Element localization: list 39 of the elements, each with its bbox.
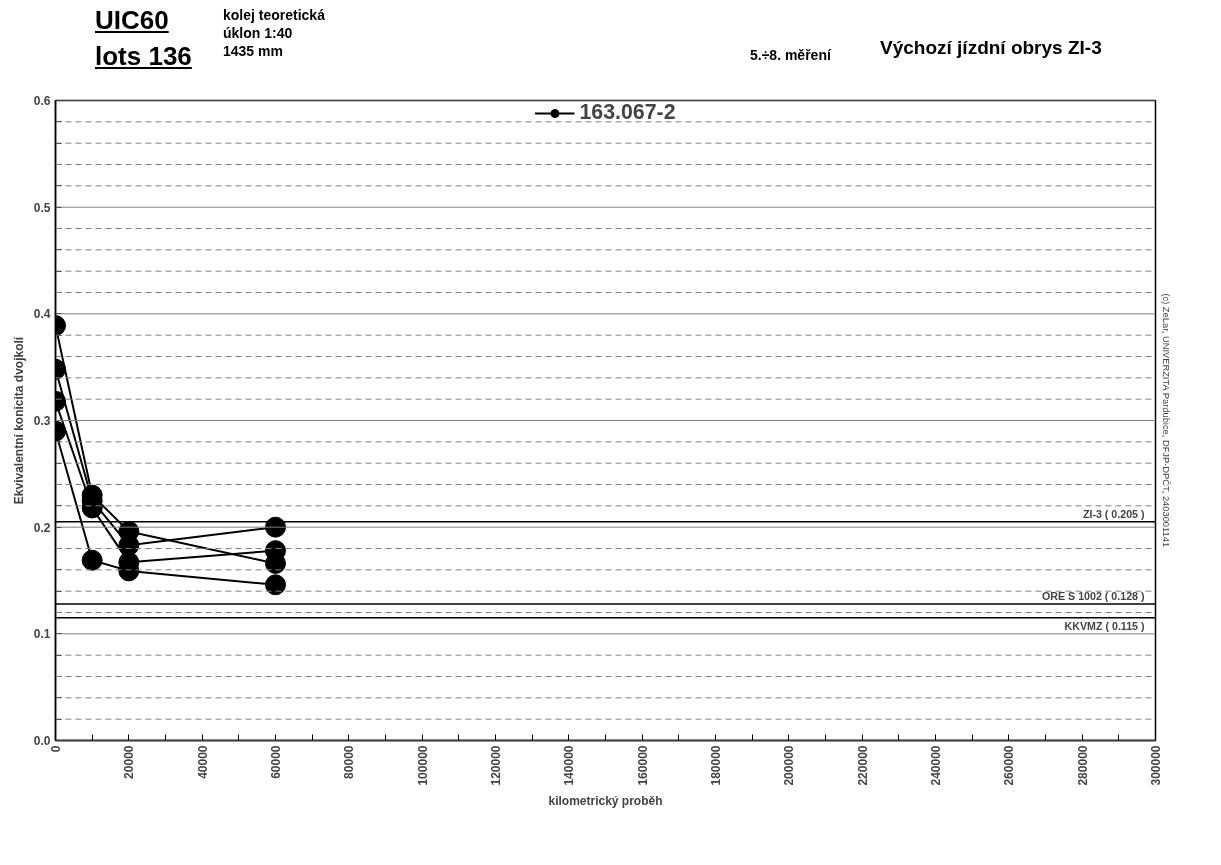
- text: (c) ZeLar, UNIVERZITA Pardubice, DFJP-DPČT, 2403001141: [1160, 293, 1171, 548]
- y-tick-label: 0.0: [33, 734, 51, 748]
- ref-line-label: ZI-3 ( 0.205 ): [1082, 507, 1145, 520]
- x-tick-label: 260000: [1002, 745, 1017, 786]
- x-tick-label: 20000: [122, 745, 137, 779]
- x-tick-label: 240000: [929, 745, 943, 786]
- text: kolej teoretická: [223, 7, 325, 23]
- text: 5.÷8. měření: [750, 47, 831, 63]
- text: úklon 1:40: [223, 25, 293, 41]
- x-tick-label: 80000: [342, 745, 357, 779]
- x-tick-label: 160000: [635, 745, 650, 786]
- x-axis-title: kilometrický proběh: [548, 793, 663, 808]
- text: lots 136: [95, 41, 192, 72]
- y-tick-label: 0.2: [33, 520, 51, 535]
- y-axis-title: Ekvivalentní konicita dvojkolí: [11, 336, 26, 505]
- x-tick-label: 100000: [415, 745, 430, 786]
- x-tick-label: 60000: [269, 745, 283, 779]
- text: Výchozí jízdní obrys ZI-3: [880, 37, 1102, 59]
- legend-label: 163.067-2: [579, 100, 676, 125]
- text: UIC60: [95, 5, 169, 36]
- y-tick-label: 0.5: [33, 200, 51, 215]
- point: [81, 549, 103, 571]
- point: [265, 574, 286, 596]
- y-tick-label: 0.1: [33, 627, 51, 642]
- x-tick-label: 220000: [855, 745, 870, 786]
- x-tick-label: 280000: [1075, 745, 1090, 786]
- ref-line-label: KKVMZ ( 0.115 ): [1064, 619, 1145, 632]
- x-tick-label: 120000: [489, 745, 503, 786]
- ref-line-label: ORE S 1002 ( 0.128 ): [1042, 589, 1145, 602]
- y-tick-label: 0.3: [33, 414, 51, 428]
- x-tick-label: 0: [49, 745, 63, 753]
- x-tick-label: 300000: [1149, 745, 1163, 786]
- text: 1435 mm: [223, 43, 283, 59]
- x-tick-label: 200000: [782, 745, 797, 786]
- x-tick-label: 140000: [562, 745, 577, 786]
- x-tick-label: 180000: [709, 745, 723, 786]
- y-tick-label: 0.6: [33, 94, 51, 108]
- y-tick-label: 0.4: [33, 307, 51, 322]
- x-tick-label: 40000: [195, 745, 210, 779]
